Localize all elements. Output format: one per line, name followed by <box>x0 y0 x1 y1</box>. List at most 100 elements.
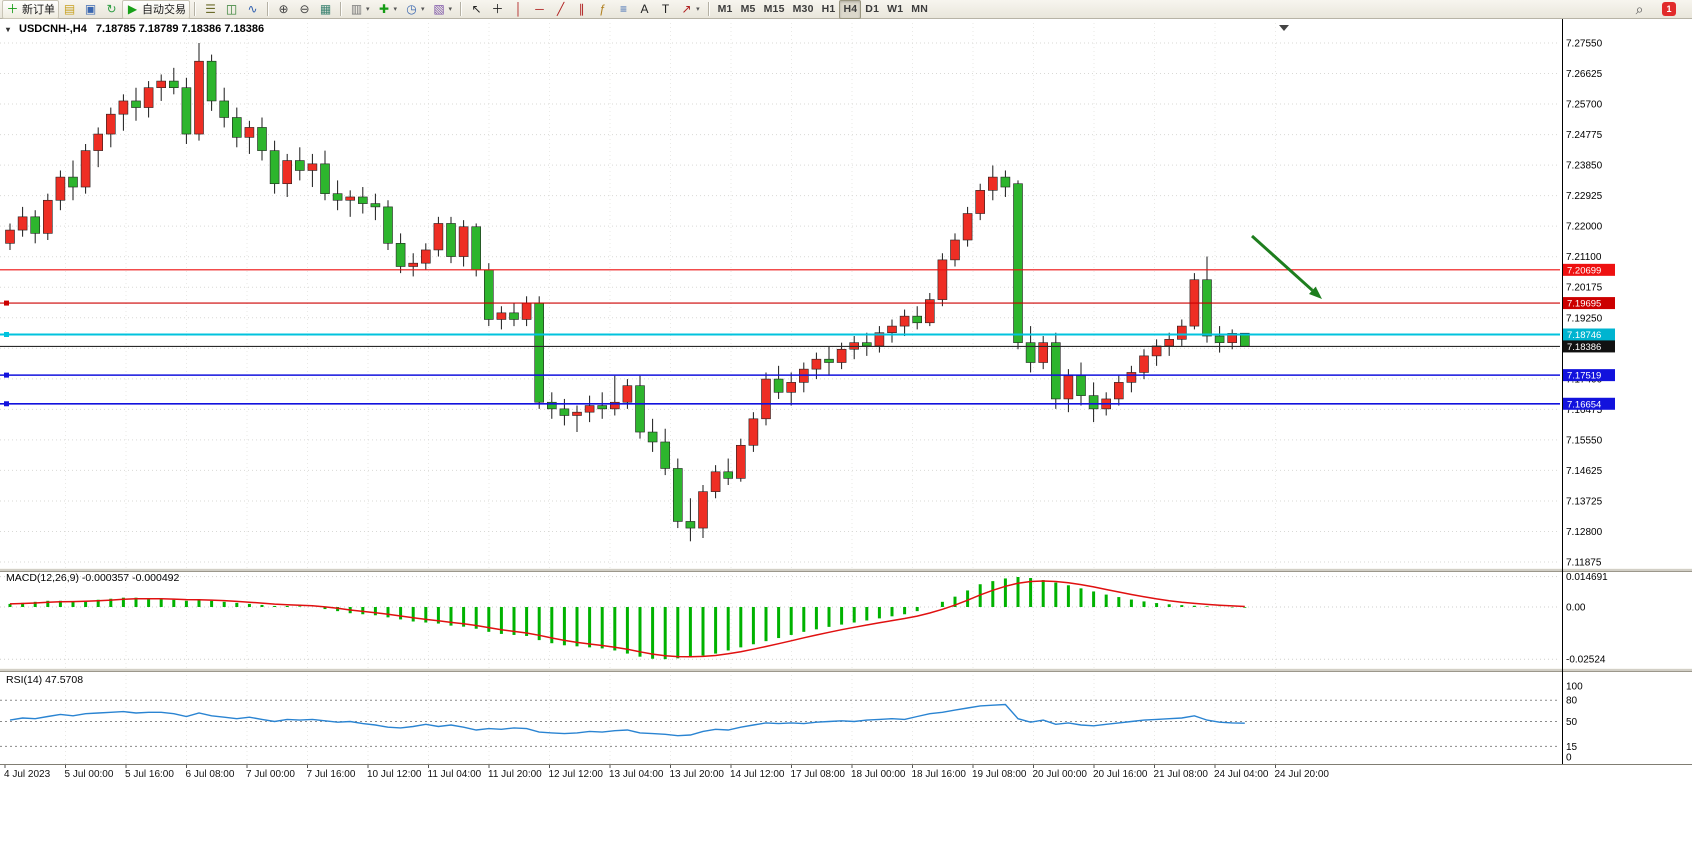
candlestick-chart-button[interactable]: ◫ <box>221 0 242 19</box>
new-window-button[interactable]: ▥ ▾ <box>346 0 374 19</box>
svg-text:7.27550: 7.27550 <box>1566 39 1603 50</box>
chart-title: ▾ USDCNH-,H4 7.18785 7.18789 7.18386 7.1… <box>6 23 264 35</box>
toolbar-group-trade: ＋新订单 ▤ ▣ ↻ ▶ 自动交易 <box>2 0 190 19</box>
svg-text:7 Jul 00:00: 7 Jul 00:00 <box>246 769 295 780</box>
svg-text:18 Jul 16:00: 18 Jul 16:00 <box>912 769 967 780</box>
search-button[interactable]: ⌕ <box>1629 0 1650 19</box>
timeframe-m30-button-label: M30 <box>792 3 814 15</box>
svg-text:-0.02524: -0.02524 <box>1566 655 1606 666</box>
crosshair-button[interactable]: ＋ <box>487 0 508 19</box>
zoom-in-button[interactable]: ⊕ <box>273 0 294 19</box>
new-order-button[interactable]: ＋新订单 <box>2 0 59 19</box>
svg-text:21 Jul 08:00: 21 Jul 08:00 <box>1154 769 1209 780</box>
chart-canvas[interactable]: 7.27550 7.26625 7.25700 7.24775 7.23850 7.229… <box>0 19 1692 847</box>
svg-text:7.18746: 7.18746 <box>1567 330 1601 341</box>
label-button[interactable]: T <box>655 0 676 19</box>
timeframe-h1-button-label: H1 <box>821 3 836 15</box>
svg-text:7.26625: 7.26625 <box>1566 69 1603 80</box>
cursor-icon: ↖ <box>471 2 482 16</box>
timeframe-d1-button[interactable]: D1 <box>861 0 883 19</box>
indicators-icon: ✚ <box>378 2 390 16</box>
price-axis[interactable]: 7.27550 7.26625 7.25700 7.24775 7.23850 7.229… <box>1562 19 1616 764</box>
svg-text:50: 50 <box>1566 717 1578 728</box>
toolbar-group-timeframes: M1 M5 M15 M30 H1 H4 D1 W1 MN <box>714 0 932 19</box>
tile-windows-button[interactable]: ▦ <box>315 0 336 19</box>
timeframe-h4-button[interactable]: H4 <box>839 0 862 19</box>
timeframe-mn-button-label: MN <box>911 3 929 15</box>
toolbar-group-chart-tools: ▥ ▾ ✚ ▾ ◷ ▾ ▧ ▾ <box>346 0 456 19</box>
svg-text:5 Jul 00:00: 5 Jul 00:00 <box>65 769 114 780</box>
cursor-button[interactable]: ↖ <box>466 0 487 19</box>
toolbar: ＋新订单 ▤ ▣ ↻ ▶ 自动交易 ☰ ◫ ∿ ⊕ ⊖ ▦ ▥ ▾ ✚ ▾ ◷ ▾ ▧ ▾ ↖ ＋ │ ─ ╱ ∥ ƒ ≡ A T ↗ ▾ M1… <box>0 0 1692 19</box>
new-chart-button[interactable]: ▤ <box>59 0 80 19</box>
svg-text:13 Jul 20:00: 13 Jul 20:00 <box>670 769 725 780</box>
svg-text:7.19250: 7.19250 <box>1566 313 1603 324</box>
templates-button[interactable]: ▧ ▾ <box>429 0 457 19</box>
timeframe-m1-button-label: M1 <box>717 3 733 15</box>
horizontal-line-button[interactable]: ─ <box>529 0 550 19</box>
timeframe-m30-button[interactable]: M30 <box>789 0 818 19</box>
horizontal-line-objects[interactable] <box>0 269 1560 407</box>
svg-text:7.22925: 7.22925 <box>1566 191 1603 202</box>
timeframe-m1-button[interactable]: M1 <box>714 0 737 19</box>
chevron-down-icon: ▾ <box>448 6 453 13</box>
timeframe-d1-button-label: D1 <box>865 3 880 15</box>
svg-text:13 Jul 04:00: 13 Jul 04:00 <box>609 769 664 780</box>
periods-button[interactable]: ◷ ▾ <box>401 0 429 19</box>
time-axis[interactable]: 4 Jul 2023 5 Jul 00:00 5 Jul 16:00 6 Jul 08… <box>0 764 1692 781</box>
svg-text:7.12800: 7.12800 <box>1566 527 1603 538</box>
svg-text:14 Jul 12:00: 14 Jul 12:00 <box>730 769 785 780</box>
candlestick-series <box>5 43 1250 542</box>
new-window-icon: ▥ <box>350 2 363 16</box>
arrow-annotation[interactable] <box>1250 234 1322 299</box>
profiles-icon: ▣ <box>84 2 97 16</box>
one-click-trading-toggle[interactable]: ▾ <box>6 24 11 34</box>
svg-text:18 Jul 00:00: 18 Jul 00:00 <box>851 769 906 780</box>
horizontal-line-icon: ─ <box>535 2 544 16</box>
timeframe-m15-button[interactable]: M15 <box>760 0 789 19</box>
notification-button[interactable]: 1 <box>1658 0 1680 19</box>
timeframe-w1-button[interactable]: W1 <box>883 0 907 19</box>
timeframe-m5-button[interactable]: M5 <box>737 0 760 19</box>
svg-text:0.014691: 0.014691 <box>1566 572 1608 583</box>
fibonacci-icon: ƒ <box>599 2 606 16</box>
new-chart-icon: ▤ <box>63 2 76 16</box>
chart-grid <box>0 23 1692 764</box>
rsi-panel <box>0 699 1560 747</box>
text-button[interactable]: A <box>634 0 655 19</box>
zoom-out-button[interactable]: ⊖ <box>294 0 315 19</box>
fibonacci-button[interactable]: ƒ <box>592 0 613 19</box>
vertical-line-button[interactable]: │ <box>508 0 529 19</box>
svg-text:11 Jul 04:00: 11 Jul 04:00 <box>428 769 482 780</box>
candlestick-chart-icon: ◫ <box>225 2 238 16</box>
bars-chart-button[interactable]: ☰ <box>200 0 221 19</box>
timeframe-mn-button[interactable]: MN <box>907 0 932 19</box>
auto-trading-button[interactable]: ▶ 自动交易 <box>122 0 190 19</box>
svg-text:7.24775: 7.24775 <box>1566 130 1603 141</box>
indicators-button[interactable]: ✚ ▾ <box>374 0 402 19</box>
refresh-button[interactable]: ↻ <box>101 0 122 19</box>
svg-text:24 Jul 04:00: 24 Jul 04:00 <box>1214 769 1269 780</box>
timeframe-h1-button[interactable]: H1 <box>818 0 840 19</box>
arrows-icon: ↗ <box>681 2 692 16</box>
chart-ohlc-values: 7.18785 7.18789 7.18386 7.18386 <box>95 23 265 35</box>
new-order-icon: ＋ <box>6 2 19 16</box>
zoom-in-icon: ⊕ <box>278 2 289 16</box>
svg-text:12 Jul 12:00: 12 Jul 12:00 <box>549 769 604 780</box>
svg-text:7.15550: 7.15550 <box>1566 435 1603 446</box>
svg-text:7.19695: 7.19695 <box>1567 299 1601 310</box>
profiles-button[interactable]: ▣ <box>80 0 101 19</box>
channel-icon: ∥ <box>578 2 585 16</box>
auto-trading-button-label: 自动交易 <box>142 4 186 16</box>
svg-text:7.20175: 7.20175 <box>1566 283 1603 294</box>
refresh-icon: ↻ <box>106 2 117 16</box>
svg-text:11 Jul 20:00: 11 Jul 20:00 <box>488 769 542 780</box>
trendline-button[interactable]: ╱ <box>550 0 571 19</box>
arrows-button[interactable]: ↗ ▾ <box>676 0 704 19</box>
shapes-button[interactable]: ≡ <box>613 0 634 19</box>
svg-text:4 Jul 2023: 4 Jul 2023 <box>4 769 51 780</box>
svg-text:7.16475: 7.16475 <box>1566 405 1603 416</box>
chevron-down-icon: ▾ <box>366 6 370 13</box>
line-chart-button[interactable]: ∿ <box>242 0 263 19</box>
channel-button[interactable]: ∥ <box>571 0 592 19</box>
